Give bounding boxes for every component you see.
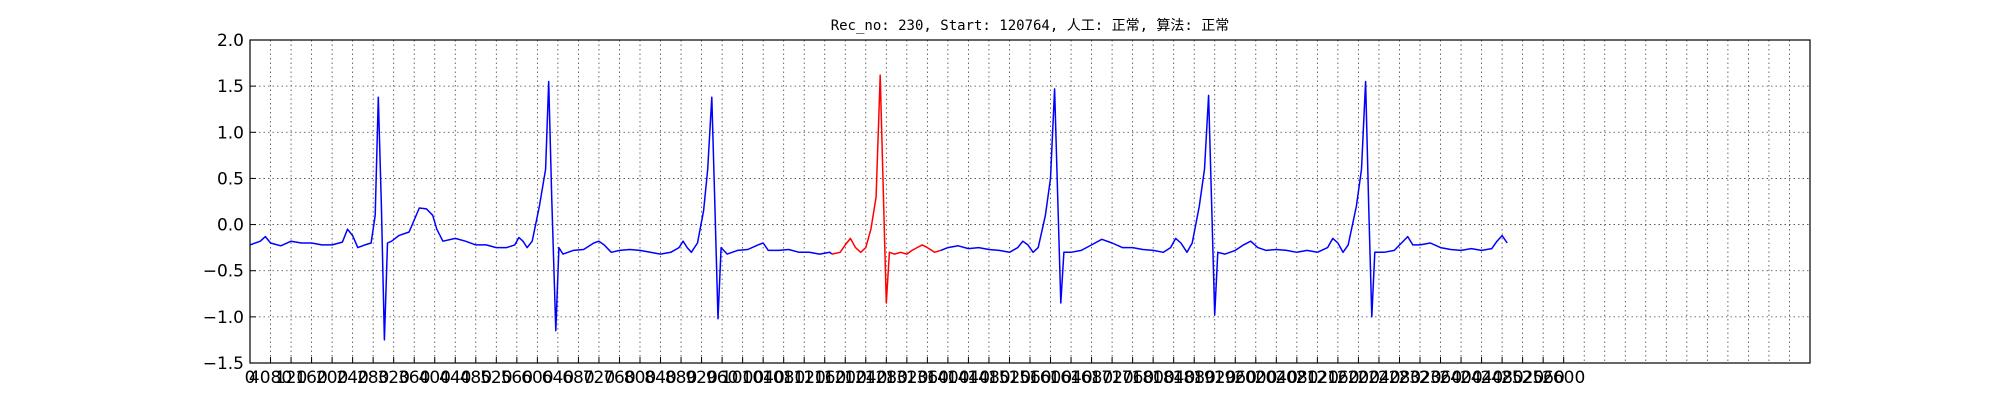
x-tick-label: 1440 xyxy=(947,368,990,388)
x-tick-label: 960 xyxy=(706,368,738,388)
x-tick-label: 160 xyxy=(295,368,327,388)
y-tick-label: 1.0 xyxy=(217,123,244,143)
x-tick-label: 760 xyxy=(603,368,635,388)
x-tick-label: 2520 xyxy=(1501,368,1544,388)
x-tick-label: 1680 xyxy=(1070,368,1113,388)
x-tick-label: 1560 xyxy=(1008,368,1051,388)
x-tick-label: 1720 xyxy=(1090,368,1133,388)
x-tick-label: 0 xyxy=(245,368,256,388)
x-tick-label: 1640 xyxy=(1049,368,1092,388)
x-tick-label: 1760 xyxy=(1111,368,1154,388)
x-tick-label: 200 xyxy=(316,368,348,388)
y-tick-label: 1.5 xyxy=(217,77,244,97)
x-tick-label: 520 xyxy=(480,368,512,388)
x-tick-label: 120 xyxy=(275,368,307,388)
grid-lines xyxy=(250,40,1810,363)
x-tick-label: 1480 xyxy=(967,368,1010,388)
series-line-before xyxy=(249,80,833,341)
x-tick-label: 800 xyxy=(624,368,656,388)
x-axis: 0408012016020024028032036040044048052056… xyxy=(245,357,1585,388)
x-tick-label: 2400 xyxy=(1439,368,1482,388)
x-tick-label: 280 xyxy=(357,368,389,388)
x-tick-label: 2600 xyxy=(1542,368,1585,388)
y-axis: 2.0 1.5 1.0 0.5 0.0 −0.5 −1.0 −1.5 xyxy=(203,31,256,374)
x-tick-label: 240 xyxy=(336,368,368,388)
x-tick-label: 2560 xyxy=(1522,368,1565,388)
x-tick-label: 1920 xyxy=(1193,368,1236,388)
x-tick-label: 2200 xyxy=(1337,368,1380,388)
x-tick-label: 480 xyxy=(460,368,492,388)
x-tick-label: 400 xyxy=(419,368,451,388)
x-tick-label: 1040 xyxy=(742,368,785,388)
x-tick-label: 880 xyxy=(665,368,697,388)
x-tick-label: 1120 xyxy=(783,368,826,388)
x-tick-label: 720 xyxy=(583,368,615,388)
x-tick-label: 2080 xyxy=(1275,368,1318,388)
x-tick-label: 1840 xyxy=(1152,368,1195,388)
x-tick-label: 1880 xyxy=(1173,368,1216,388)
x-tick-label: 1600 xyxy=(1029,368,1072,388)
x-tick-label: 920 xyxy=(685,368,717,388)
chart-title: Rec_no: 230, Start: 120764, 人工: 正常, 算法: … xyxy=(831,18,1230,34)
x-tick-label: 320 xyxy=(377,368,409,388)
x-tick-label: 560 xyxy=(501,368,533,388)
x-tick-label: 2040 xyxy=(1255,368,1298,388)
x-tick-label: 1280 xyxy=(865,368,908,388)
x-tick-label: 1960 xyxy=(1214,368,1257,388)
x-tick-label: 1360 xyxy=(906,368,949,388)
plot-background xyxy=(250,40,1810,363)
x-tick-label: 1080 xyxy=(762,368,805,388)
x-tick-label: 2120 xyxy=(1296,368,1339,388)
x-tick-label: 680 xyxy=(562,368,594,388)
x-tick-label: 600 xyxy=(521,368,553,388)
x-tick-label: 2440 xyxy=(1460,368,1503,388)
x-tick-label: 1520 xyxy=(988,368,1031,388)
x-tick-label: 2480 xyxy=(1480,368,1523,388)
x-tick-label: 1800 xyxy=(1132,368,1175,388)
x-tick-label: 440 xyxy=(439,368,471,388)
x-tick-label: 4080 xyxy=(249,368,292,388)
x-tick-label: 640 xyxy=(542,368,574,388)
series-line-highlight xyxy=(831,74,941,304)
x-tick-label: 2280 xyxy=(1378,368,1421,388)
series-layer xyxy=(249,74,1508,341)
series-line-after xyxy=(940,80,1508,318)
x-tick-label: 360 xyxy=(398,368,430,388)
y-tick-label: −1.0 xyxy=(203,308,244,328)
x-tick-label: 1160 xyxy=(803,368,846,388)
y-tick-label: 2.0 xyxy=(217,31,244,51)
x-tick-label: 2360 xyxy=(1419,368,1462,388)
x-tick-label: 840 xyxy=(644,368,676,388)
x-tick-label: 1000 xyxy=(721,368,764,388)
x-tick-label: 1200 xyxy=(824,368,867,388)
x-tick-label: 2160 xyxy=(1316,368,1359,388)
x-tick-label: 2240 xyxy=(1357,368,1400,388)
y-tick-label: 0.5 xyxy=(217,169,244,189)
y-tick-label: −0.5 xyxy=(203,262,244,282)
x-tick-label: 1240 xyxy=(844,368,887,388)
x-tick-label: 1400 xyxy=(926,368,969,388)
x-tick-label: 2000 xyxy=(1234,368,1277,388)
y-tick-label: −1.5 xyxy=(203,354,244,374)
y-tick-label: 0.0 xyxy=(217,216,244,236)
x-tick-label: 1320 xyxy=(885,368,928,388)
x-tick-label: 2320 xyxy=(1398,368,1441,388)
